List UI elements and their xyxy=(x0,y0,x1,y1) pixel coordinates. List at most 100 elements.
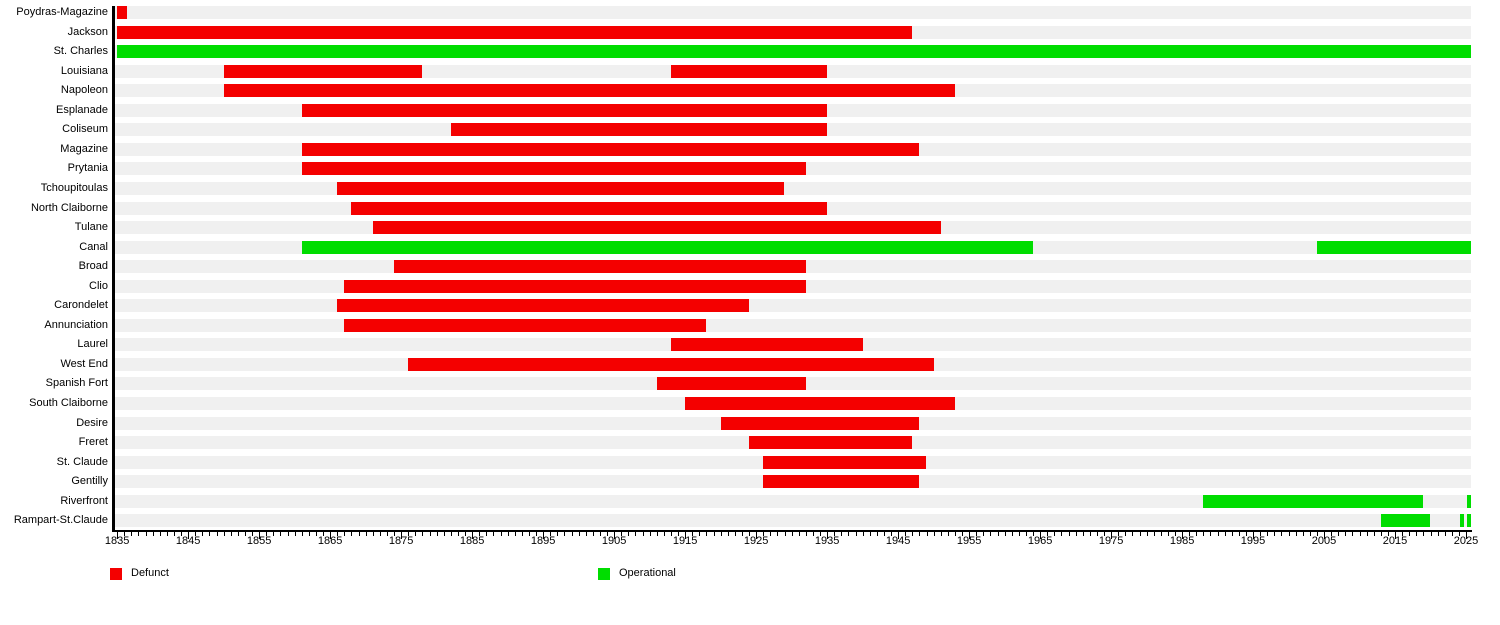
x-axis-major-tick xyxy=(1182,532,1184,539)
x-axis-minor-tick xyxy=(1458,532,1460,536)
x-axis-minor-tick xyxy=(145,532,147,536)
row-label: Clio xyxy=(89,279,108,292)
timeline-bar-defunct xyxy=(344,279,806,293)
x-axis-major-tick xyxy=(898,532,900,539)
x-axis-minor-tick xyxy=(940,532,942,536)
x-axis-minor-tick xyxy=(493,532,495,536)
timeline-track xyxy=(115,25,1471,39)
x-axis-tick-label: 1905 xyxy=(601,535,627,547)
x-axis-minor-tick xyxy=(1018,532,1020,536)
timeline-bar-defunct xyxy=(223,84,955,98)
timeline-bar-defunct xyxy=(685,397,955,410)
timeline-track xyxy=(115,279,1471,293)
x-axis-minor-tick xyxy=(216,532,218,536)
timeline-track xyxy=(115,455,1471,469)
y-axis-line xyxy=(112,6,115,532)
timeline-track xyxy=(115,475,1471,489)
x-axis-major-tick xyxy=(1395,532,1396,539)
row-label: Riverfront xyxy=(60,494,108,507)
x-axis-minor-tick xyxy=(1260,532,1262,536)
x-axis-minor-tick xyxy=(1359,532,1361,536)
x-axis-minor-tick xyxy=(223,532,225,536)
x-axis-tick-label: 1965 xyxy=(1027,535,1053,547)
timeline-track xyxy=(115,103,1471,117)
legend-swatch-defunct xyxy=(110,567,122,580)
x-axis-minor-tick xyxy=(1189,532,1191,536)
x-axis-minor-tick xyxy=(1423,532,1425,536)
x-axis-minor-tick xyxy=(954,532,956,536)
x-axis-minor-tick xyxy=(528,532,530,536)
x-axis-minor-tick xyxy=(152,532,154,536)
x-axis-major-tick xyxy=(685,532,687,539)
x-axis-minor-tick xyxy=(997,532,999,536)
timeline-bar-defunct xyxy=(337,299,749,313)
x-axis-tick-label: 1865 xyxy=(317,535,343,547)
x-axis-minor-tick xyxy=(181,532,182,536)
x-axis-minor-tick xyxy=(1125,532,1127,536)
x-axis-major-tick xyxy=(827,532,829,539)
x-axis-tick-label: 1975 xyxy=(1098,535,1124,547)
x-axis-minor-tick xyxy=(1132,532,1134,536)
x-axis-minor-tick xyxy=(166,532,168,536)
timeline-track xyxy=(115,45,1471,59)
x-axis-minor-tick xyxy=(1302,532,1304,536)
x-axis-minor-tick xyxy=(1409,532,1411,536)
x-axis-tick-label: 2015 xyxy=(1382,535,1408,547)
x-axis-tick-label: 1995 xyxy=(1240,535,1266,547)
row-label: Poydras-Magazine xyxy=(16,6,108,18)
x-axis-minor-tick xyxy=(443,532,445,536)
x-axis-minor-tick xyxy=(1345,532,1347,536)
x-axis-tick-label: 1875 xyxy=(388,535,414,547)
timeline-bar-defunct xyxy=(301,162,806,176)
x-axis-minor-tick xyxy=(1309,532,1311,536)
x-axis-minor-tick xyxy=(770,532,772,536)
row-label: North Claiborne xyxy=(30,201,108,214)
timeline-bar-operational xyxy=(1380,514,1431,528)
timeline-bar-operational xyxy=(117,45,1471,59)
timeline-bar-operational xyxy=(301,240,1033,254)
x-axis-major-tick xyxy=(1040,532,1042,539)
x-axis-minor-tick xyxy=(1373,532,1375,536)
x-axis-minor-tick xyxy=(663,532,665,536)
timeline-track xyxy=(115,299,1471,313)
timeline-track xyxy=(115,142,1471,156)
x-axis-minor-tick xyxy=(408,532,410,536)
x-axis-major-tick xyxy=(1111,532,1113,539)
x-axis-minor-tick xyxy=(1153,532,1155,536)
timeline-track xyxy=(115,162,1471,176)
timeline-track xyxy=(115,318,1471,332)
x-axis-minor-tick xyxy=(699,532,701,536)
x-axis-major-tick xyxy=(472,532,474,539)
x-axis-minor-tick xyxy=(1068,532,1070,536)
x-axis-minor-tick xyxy=(465,532,466,536)
row-label: Tulane xyxy=(74,221,108,234)
x-axis-tick-label: 1925 xyxy=(743,535,769,547)
x-axis-minor-tick xyxy=(947,532,949,536)
x-axis-minor-tick xyxy=(1096,532,1098,536)
timeline-track xyxy=(115,436,1471,450)
row-label: Annunciation xyxy=(44,318,108,331)
x-axis-minor-tick xyxy=(678,532,679,536)
row-label: Prytania xyxy=(67,162,108,175)
x-axis-tick-label: 1945 xyxy=(885,535,911,547)
x-axis-minor-tick xyxy=(1075,532,1077,536)
x-axis-minor-tick xyxy=(585,532,587,536)
timeline-bar-defunct xyxy=(408,357,934,371)
x-axis-minor-tick xyxy=(1274,532,1276,536)
x-axis-minor-tick xyxy=(1267,532,1269,536)
x-axis-minor-tick xyxy=(394,532,395,536)
x-axis-minor-tick xyxy=(372,532,374,536)
x-axis-minor-tick xyxy=(351,532,353,536)
row-label: Laurel xyxy=(77,338,108,351)
x-axis-minor-tick xyxy=(266,532,268,536)
x-axis-minor-tick xyxy=(791,532,793,536)
x-axis-major-tick xyxy=(1253,532,1254,539)
x-axis-minor-tick xyxy=(578,532,580,536)
x-axis-minor-tick xyxy=(230,532,232,536)
x-axis-minor-tick xyxy=(252,532,253,536)
x-axis-minor-tick xyxy=(976,532,978,536)
x-axis-minor-tick xyxy=(1118,532,1120,536)
x-axis-minor-tick xyxy=(848,532,850,536)
x-axis-minor-tick xyxy=(649,532,651,536)
timeline-track xyxy=(115,377,1471,391)
